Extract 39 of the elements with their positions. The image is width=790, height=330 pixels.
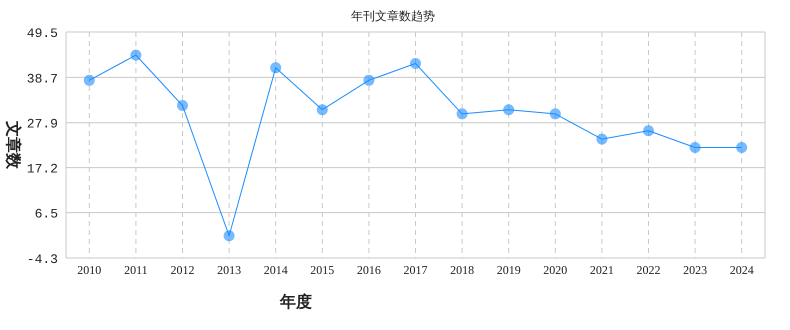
y-tick-label: 17.2 [26,162,58,177]
x-tick-label: 2018 [450,263,474,277]
point [550,108,561,120]
point [177,100,188,112]
point [456,108,468,120]
x-tick-label: 2012 [170,263,194,277]
y-axis-title: 文章数 [4,120,22,170]
point [270,62,282,74]
point [503,104,514,116]
x-axis-title: 年度 [279,292,312,311]
x-tick-label: 2015 [310,263,334,277]
point [643,125,654,136]
y-tick-label: 49.5 [26,26,58,41]
x-tick-label: 2021 [590,263,614,277]
x-tick-label: 2023 [683,263,708,277]
point [224,230,235,242]
point [363,74,374,86]
x-tick-label: 2016 [356,263,381,277]
x-tick-label: 2019 [496,263,521,277]
x-tick-label: 2014 [264,263,288,277]
x-tick-label: 2024 [730,263,754,277]
point [84,74,95,86]
y-tick-label: -4.3 [26,252,58,267]
x-tick-label: 2020 [543,263,568,277]
x-tick-label: 2017 [404,263,428,277]
point [410,58,421,70]
point [130,50,142,61]
chart-title: 年刊文章数趋势 [351,9,435,23]
x-tick-label: 2011 [124,263,148,277]
point [316,104,328,116]
point [736,142,748,154]
y-tick-label: 6.5 [34,206,58,222]
point [596,134,608,145]
point [690,142,701,154]
y-tick-label: 38.7 [26,71,58,86]
x-tick-label: 2022 [636,263,660,277]
x-tick-label: 2010 [77,263,102,277]
y-tick-label: 27.9 [26,116,58,132]
x-tick-label: 2013 [217,263,242,277]
